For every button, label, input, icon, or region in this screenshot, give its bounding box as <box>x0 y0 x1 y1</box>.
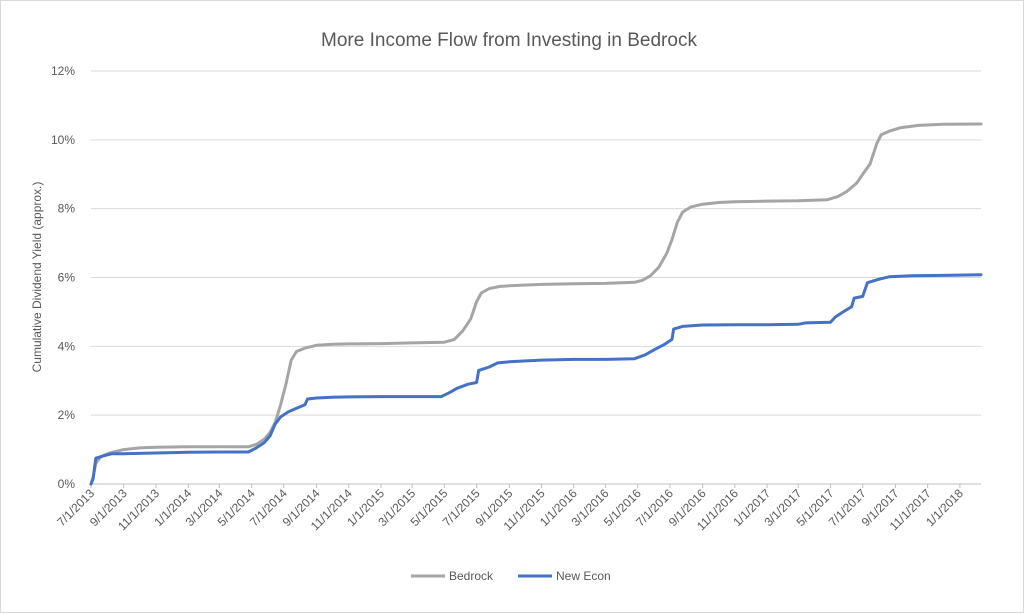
legend-label-bedrock: Bedrock <box>449 569 494 583</box>
legend: Bedrock New Econ <box>411 569 611 583</box>
x-tick-labels: 7/1/20139/1/201311/1/20131/1/20143/1/201… <box>54 484 966 533</box>
y-tick-label: 10% <box>51 133 75 147</box>
chart-title: More Income Flow from Investing in Bedro… <box>321 30 697 51</box>
series-lines <box>89 122 983 486</box>
y-tick-label: 12% <box>51 64 75 78</box>
y-tick-label: 6% <box>58 271 76 285</box>
y-tick-label: 8% <box>58 202 76 216</box>
y-tick-labels: 0% 2% 4% 6% 8% 10% 12% <box>51 64 75 491</box>
legend-label-new-econ: New Econ <box>556 569 611 583</box>
y-tick-label: 4% <box>58 339 76 353</box>
gridlines <box>91 70 981 485</box>
series-line-new-econ <box>89 273 983 486</box>
y-axis-label: Cumulative Dividend Yield (approx.) <box>30 182 44 373</box>
series-line-bedrock <box>89 122 983 486</box>
y-tick-label: 2% <box>58 408 76 422</box>
y-tick-label: 0% <box>58 477 76 491</box>
